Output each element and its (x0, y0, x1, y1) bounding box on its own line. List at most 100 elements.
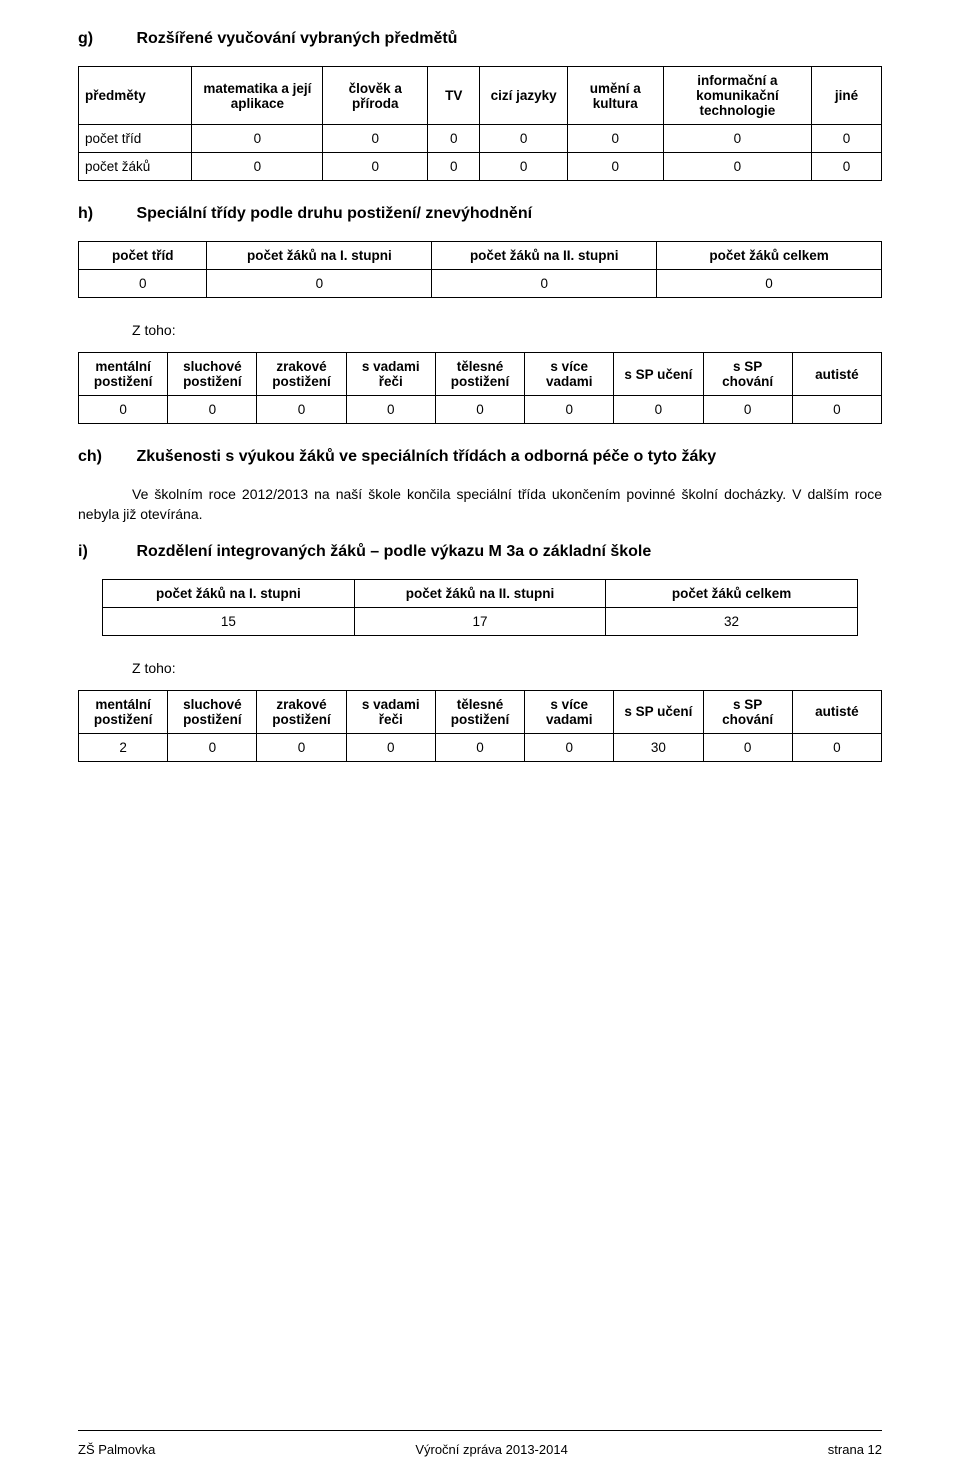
td: 0 (567, 125, 663, 153)
th: počet žáků na II. stupni (432, 242, 657, 270)
th: cizí jazyky (480, 67, 567, 125)
td: 0 (428, 153, 480, 181)
th: člověk a příroda (323, 67, 428, 125)
th: s vadami řeči (346, 690, 435, 733)
th: s SP chování (703, 353, 792, 396)
table-row: 15 17 32 (103, 607, 858, 635)
th: s více vadami (525, 353, 614, 396)
th: s SP učení (614, 353, 703, 396)
table-row: počet žáků 0 0 0 0 0 0 0 (79, 153, 882, 181)
table-row: 0 0 0 0 0 0 0 0 0 (79, 396, 882, 424)
table-disability-h: mentální postižení sluchové postižení zr… (78, 352, 882, 424)
th: s více vadami (525, 690, 614, 733)
section-h-title: Speciální třídy podle druhu postižení/ z… (136, 205, 856, 223)
section-h-label: h) (78, 205, 132, 223)
th: počet žáků na I. stupni (103, 579, 355, 607)
td: 2 (79, 733, 168, 761)
section-g-heading: g) Rozšířené vyučování vybraných předmět… (78, 30, 882, 48)
table-integrated: počet žáků na I. stupni počet žáků na II… (102, 579, 858, 636)
td: 0 (435, 396, 524, 424)
td: 0 (703, 733, 792, 761)
th: umění a kultura (567, 67, 663, 125)
section-i-label: i) (78, 543, 132, 561)
td: 0 (323, 153, 428, 181)
section-ch-label: ch) (78, 448, 132, 466)
th: jiné (812, 67, 882, 125)
table-disability-i: mentální postižení sluchové postižení zr… (78, 690, 882, 762)
table-row: 2 0 0 0 0 0 30 0 0 (79, 733, 882, 761)
td: 0 (792, 733, 881, 761)
section-ch-heading: ch) Zkušenosti s výukou žáků ve speciáln… (78, 448, 882, 466)
td: 0 (792, 396, 881, 424)
th: počet žáků na II. stupni (354, 579, 606, 607)
td: 0 (657, 270, 882, 298)
td: 30 (614, 733, 703, 761)
td: 0 (525, 396, 614, 424)
footer-right: strana 12 (828, 1442, 882, 1457)
td: 0 (79, 270, 207, 298)
td: 0 (168, 733, 257, 761)
th: tělesné postižení (435, 353, 524, 396)
th: mentální postižení (79, 690, 168, 733)
td: 0 (663, 153, 811, 181)
th: s vadami řeči (346, 353, 435, 396)
td: 0 (168, 396, 257, 424)
section-g-label: g) (78, 30, 132, 48)
th: sluchové postižení (168, 690, 257, 733)
td: 32 (606, 607, 858, 635)
page-footer: ZŠ Palmovka Výroční zpráva 2013-2014 str… (78, 1442, 882, 1457)
td: 15 (103, 607, 355, 635)
td: 0 (323, 125, 428, 153)
section-i-heading: i) Rozdělení integrovaných žáků – podle … (78, 543, 882, 561)
td: 0 (812, 153, 882, 181)
th: počet tříd (79, 242, 207, 270)
td: 0 (192, 125, 323, 153)
footer-left: ZŠ Palmovka (78, 1442, 155, 1457)
td: 17 (354, 607, 606, 635)
th: sluchové postižení (168, 353, 257, 396)
td: 0 (346, 396, 435, 424)
section-h-heading: h) Speciální třídy podle druhu postižení… (78, 205, 882, 223)
table-row: počet tříd 0 0 0 0 0 0 0 (79, 125, 882, 153)
td: 0 (480, 125, 567, 153)
td: 0 (614, 396, 703, 424)
td: 0 (703, 396, 792, 424)
ztoho-h: Z toho: (132, 322, 882, 338)
th: TV (428, 67, 480, 125)
footer-center: Výroční zpráva 2013-2014 (415, 1442, 567, 1457)
section-ch-para: Ve školním roce 2012/2013 na naší škole … (78, 484, 882, 525)
table-row: 0 0 0 0 (79, 270, 882, 298)
th: autisté (792, 353, 881, 396)
td: 0 (432, 270, 657, 298)
td: 0 (79, 396, 168, 424)
section-ch-title: Zkušenosti s výukou žáků ve speciálních … (136, 448, 856, 466)
td: 0 (428, 125, 480, 153)
ztoho-i: Z toho: (132, 660, 882, 676)
td: 0 (812, 125, 882, 153)
td: počet tříd (79, 125, 192, 153)
section-i-title: Rozdělení integrovaných žáků – podle výk… (136, 543, 856, 561)
table-subjects: předměty matematika a její aplikace člov… (78, 66, 882, 181)
th: informační a komunikační technologie (663, 67, 811, 125)
td: počet žáků (79, 153, 192, 181)
td: 0 (346, 733, 435, 761)
td: 0 (257, 733, 346, 761)
th: mentální postižení (79, 353, 168, 396)
th: počet žáků celkem (657, 242, 882, 270)
th: počet žáků celkem (606, 579, 858, 607)
th-subjects: předměty (79, 67, 192, 125)
td: 0 (192, 153, 323, 181)
th: s SP učení (614, 690, 703, 733)
table-special-classes: počet tříd počet žáků na I. stupni počet… (78, 241, 882, 298)
th: zrakové postižení (257, 690, 346, 733)
td: 0 (480, 153, 567, 181)
td: 0 (257, 396, 346, 424)
td: 0 (567, 153, 663, 181)
td: 0 (207, 270, 432, 298)
th: počet žáků na I. stupni (207, 242, 432, 270)
td: 0 (663, 125, 811, 153)
td: 0 (435, 733, 524, 761)
th: zrakové postižení (257, 353, 346, 396)
section-g-title: Rozšířené vyučování vybraných předmětů (136, 30, 856, 48)
th: s SP chování (703, 690, 792, 733)
